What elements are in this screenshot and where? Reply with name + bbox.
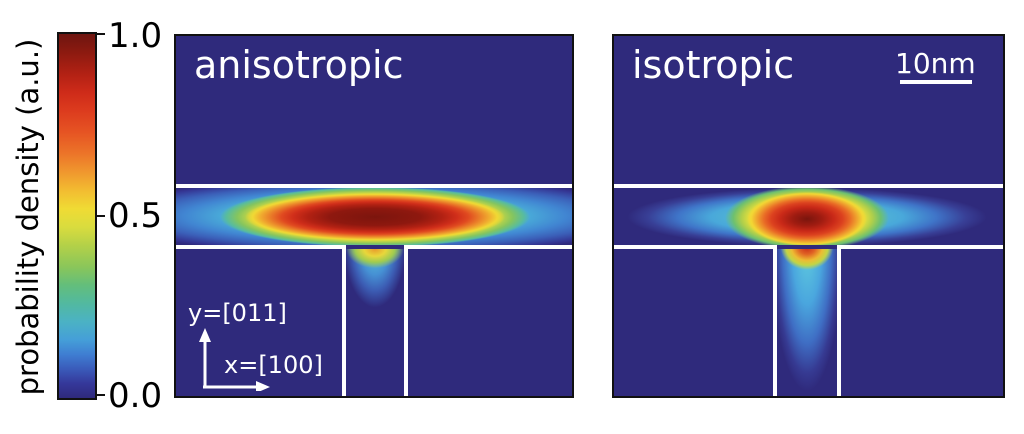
density-heatmap-anisotropic bbox=[176, 188, 572, 245]
lower-interface-line-left bbox=[614, 245, 773, 249]
top-interface-line bbox=[176, 184, 572, 188]
axes-arrows-icon bbox=[199, 328, 270, 391]
scale-bar-label: 10nm bbox=[895, 47, 976, 80]
y-axis-direction-label: y=[011] bbox=[188, 299, 287, 327]
panel-isotropic: isotropic 10nm bbox=[612, 34, 1005, 398]
colorbar-tick-label-mid: 0.5 bbox=[108, 196, 163, 236]
top-interface-line bbox=[614, 184, 1003, 188]
panel-anisotropic: anisotropic y=[011] x=[100] bbox=[174, 34, 574, 398]
lower-interface-line-left bbox=[176, 245, 342, 249]
fin-tail-isotropic bbox=[777, 249, 837, 396]
colorbar-axis-label: probability density (a.u.) bbox=[11, 38, 45, 396]
colorbar bbox=[57, 32, 97, 400]
lower-interface-line-right bbox=[408, 245, 572, 249]
lower-interface-line-right bbox=[841, 245, 1003, 249]
scale-bar bbox=[900, 80, 972, 84]
colorbar-tickmark-mid bbox=[97, 215, 105, 217]
colorbar-tickmark-bottom bbox=[97, 394, 105, 396]
fin-wall-right bbox=[404, 245, 408, 396]
colorbar-tick-label-min: 0.0 bbox=[108, 376, 163, 416]
fin-tail-anisotropic bbox=[346, 249, 404, 396]
fin-wall-left bbox=[342, 245, 346, 396]
colorbar-tickmark-top bbox=[97, 33, 105, 35]
x-axis-direction-label: x=[100] bbox=[224, 351, 323, 379]
panel-title-anisotropic: anisotropic bbox=[194, 43, 404, 87]
panel-title-isotropic: isotropic bbox=[632, 43, 795, 87]
colorbar-tick-label-max: 1.0 bbox=[108, 16, 163, 56]
fin-wall-left bbox=[773, 245, 777, 396]
density-heatmap-isotropic bbox=[614, 188, 1003, 245]
fin-wall-right bbox=[837, 245, 841, 396]
